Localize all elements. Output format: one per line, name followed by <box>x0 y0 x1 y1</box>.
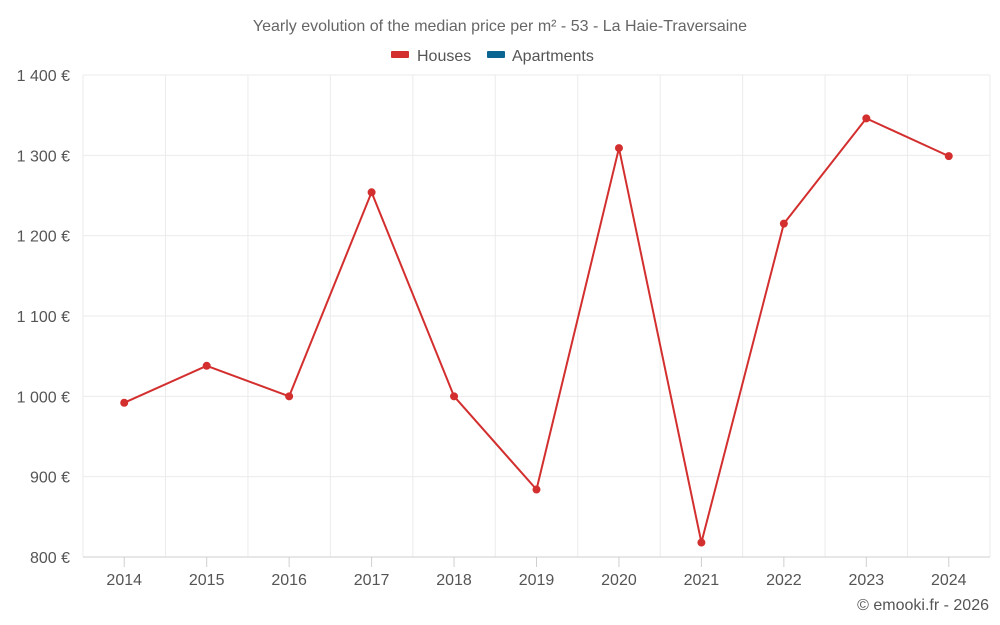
chart-title: Yearly evolution of the median price per… <box>253 18 747 35</box>
legend-label-houses: Houses <box>417 48 471 65</box>
data-point-houses-2015[interactable] <box>202 361 211 370</box>
x-axis-ticks: 2014 2015 2016 2017 2018 2019 2020 2021 2022 2023… <box>106 557 967 589</box>
data-point-houses-2014[interactable] <box>120 398 129 407</box>
credit-text: © emooki.fr - 2026 <box>857 597 989 614</box>
x-tick-label: 2022 <box>766 572 802 589</box>
y-tick-label: 900 € <box>30 470 70 487</box>
x-tick-label: 2021 <box>684 572 720 589</box>
data-point-houses-2019[interactable] <box>532 485 541 494</box>
legend-item-apartments[interactable]: Apartments <box>487 48 594 65</box>
data-point-houses-2023[interactable] <box>862 114 871 123</box>
y-gridlines <box>83 74 990 478</box>
legend-label-apartments: Apartments <box>512 48 594 65</box>
x-tick-label: 2018 <box>436 572 472 589</box>
y-tick-label: 1 100 € <box>17 309 70 326</box>
legend: Houses Apartments <box>391 48 594 65</box>
data-point-houses-2024[interactable] <box>944 152 953 161</box>
data-point-houses-2016[interactable] <box>285 392 294 401</box>
x-tick-label: 2023 <box>849 572 885 589</box>
data-point-houses-2017[interactable] <box>367 188 376 197</box>
data-point-houses-2021[interactable] <box>697 538 706 547</box>
y-tick-label: 1 300 € <box>17 148 70 165</box>
x-tick-label: 2019 <box>519 572 555 589</box>
y-axis-ticks: 800 € 900 € 1 000 € 1 100 € 1 200 € 1 300 € 1 … <box>17 68 70 567</box>
x-tick-label: 2014 <box>106 572 142 589</box>
data-point-houses-2020[interactable] <box>614 144 623 153</box>
legend-item-houses[interactable]: Houses <box>391 48 471 65</box>
x-tick-label: 2020 <box>601 572 637 589</box>
data-point-houses-2022[interactable] <box>779 219 788 228</box>
x-tick-label: 2016 <box>271 572 307 589</box>
x-tick-label: 2015 <box>189 572 225 589</box>
y-tick-label: 1 400 € <box>17 68 70 85</box>
series-points <box>120 114 953 547</box>
x-tick-label: 2017 <box>354 572 390 589</box>
legend-swatch-apartments <box>487 51 505 58</box>
data-point-houses-2018[interactable] <box>450 392 459 401</box>
y-tick-label: 1 200 € <box>17 229 70 246</box>
legend-swatch-houses <box>391 51 409 58</box>
y-tick-label: 800 € <box>30 550 70 567</box>
x-tick-label: 2024 <box>931 572 967 589</box>
y-tick-label: 1 000 € <box>17 389 70 406</box>
